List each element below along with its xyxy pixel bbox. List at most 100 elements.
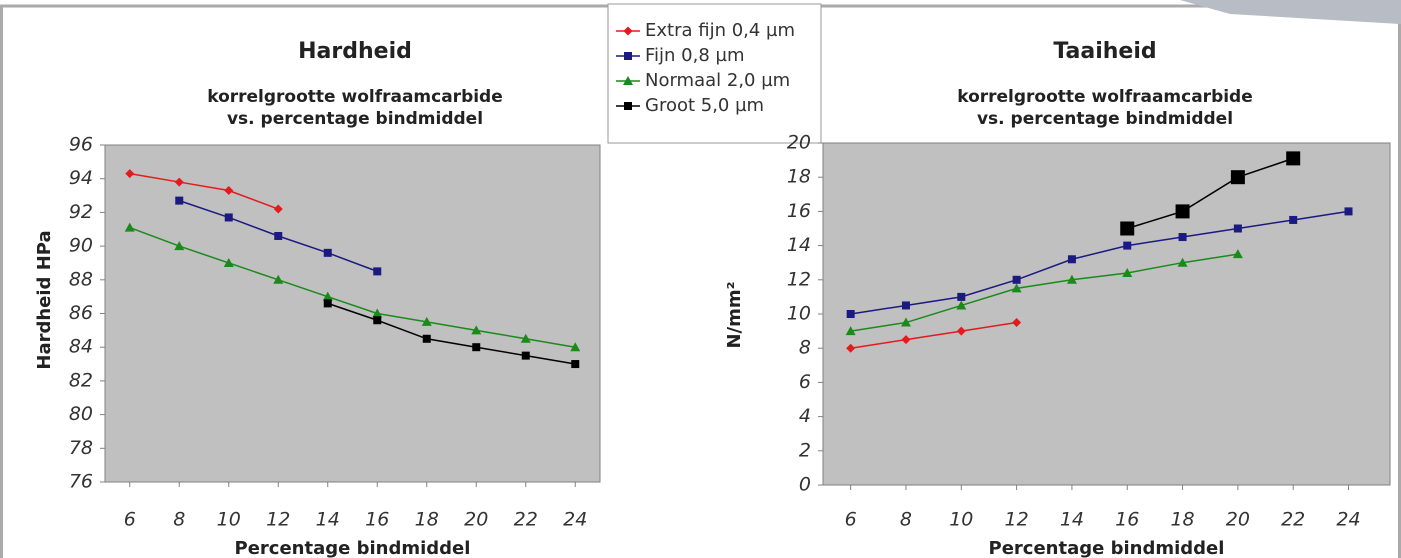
x-tick-label: 10 [949,509,973,531]
marker [570,342,581,352]
marker [846,343,856,353]
y-tick-label: 8 [799,337,811,359]
marker [421,316,432,326]
y-tick-label: 6 [799,371,811,393]
x-tick-label: 8 [173,509,185,531]
y-tick-label: 16 [787,200,811,222]
y-tick-label: 0 [799,474,811,496]
decoration [1180,0,1401,24]
marker [373,316,382,325]
chart-subtitle: korrelgrootte wolfraamcarbide [957,87,1253,107]
marker [1012,275,1021,284]
marker [1066,274,1077,284]
marker [422,334,431,343]
marker [372,308,383,318]
y-tick-label: 12 [787,268,811,290]
chart-title: Taaiheid [1053,39,1156,64]
series-line [1127,157,1294,230]
y-axis-label: N/mm² [724,281,745,348]
marker [224,185,234,195]
chart-subtitle: vs. percentage bindmiddel [227,109,483,129]
legend-label: Groot 5,0 µm [645,95,764,116]
marker [1067,255,1076,264]
y-tick-label: 82 [69,369,93,391]
marker [273,274,284,284]
chart-subtitle: vs. percentage bindmiddel [977,109,1233,129]
x-tick-label: 18 [1170,509,1194,531]
x-tick-label: 18 [415,509,439,531]
x-tick-label: 6 [124,509,136,531]
legend-marker [623,26,633,36]
marker [1122,267,1133,277]
y-tick-label: 2 [799,439,811,461]
x-tick-label: 16 [1115,509,1139,531]
legend-marker [624,52,632,60]
marker [845,326,856,336]
x-tick-label: 20 [464,509,488,531]
marker [223,257,234,267]
marker [174,177,184,187]
legend-box [607,3,822,144]
marker [124,222,135,232]
marker [273,204,283,214]
marker [1012,318,1022,328]
y-tick-label: 14 [787,234,811,256]
x-tick-label: 20 [1226,509,1250,531]
series-line [327,302,576,365]
marker [1120,221,1135,236]
x-tick-label: 24 [1336,509,1360,531]
series-line [129,172,279,210]
marker [900,317,911,327]
x-tick-label: 22 [514,509,538,531]
marker [1233,224,1242,233]
marker [224,213,233,222]
x-tick-label: 16 [365,509,389,531]
marker [1232,249,1243,259]
y-axis-label: Hardheid HPa [34,230,55,369]
marker [274,231,283,240]
y-tick-label: 96 [69,134,93,156]
y-tick-label: 80 [69,403,93,425]
marker [1344,207,1353,216]
x-tick-label: 24 [563,509,587,531]
marker [1011,283,1022,293]
series-line [850,321,1017,349]
plot-area [822,142,1391,486]
x-tick-label: 10 [217,509,241,531]
marker [1175,204,1190,219]
y-tick-label: 90 [69,235,93,257]
x-tick-label: 8 [900,509,912,531]
x-tick-label: 14 [1060,509,1084,531]
series-line [129,226,576,348]
y-tick-label: 4 [799,405,811,427]
x-tick-label: 6 [845,509,857,531]
x-tick-label: 12 [1005,509,1029,531]
marker [322,291,333,301]
marker [956,326,966,336]
marker [471,325,482,335]
marker [901,335,911,345]
chart-title: Hardheid [298,39,412,64]
legend: Extra fijn 0,4 µm Fijn 0,8 µm Normaal 2,0 … [607,3,822,144]
y-tick-label: 78 [69,437,93,459]
y-tick-label: 20 [787,132,811,154]
y-tick-label: 10 [787,303,811,325]
marker [1286,151,1301,166]
chart-subtitle: korrelgrootte wolfraamcarbide [207,87,503,107]
marker [846,310,855,318]
x-tick-label: 12 [266,509,290,531]
y-tick-label: 88 [69,268,93,290]
y-tick-label: 76 [69,471,93,493]
marker [373,267,382,276]
marker [521,351,530,360]
y-tick-label: 86 [69,302,93,324]
marker [520,333,531,343]
marker [1289,215,1298,224]
x-axis-label: Percentage bindmiddel [989,538,1225,558]
x-tick-label: 14 [316,509,340,531]
marker [125,169,135,179]
marker [1230,170,1245,185]
legend-marker [623,76,633,85]
legend-label: Normaal 2,0 µm [645,70,790,91]
